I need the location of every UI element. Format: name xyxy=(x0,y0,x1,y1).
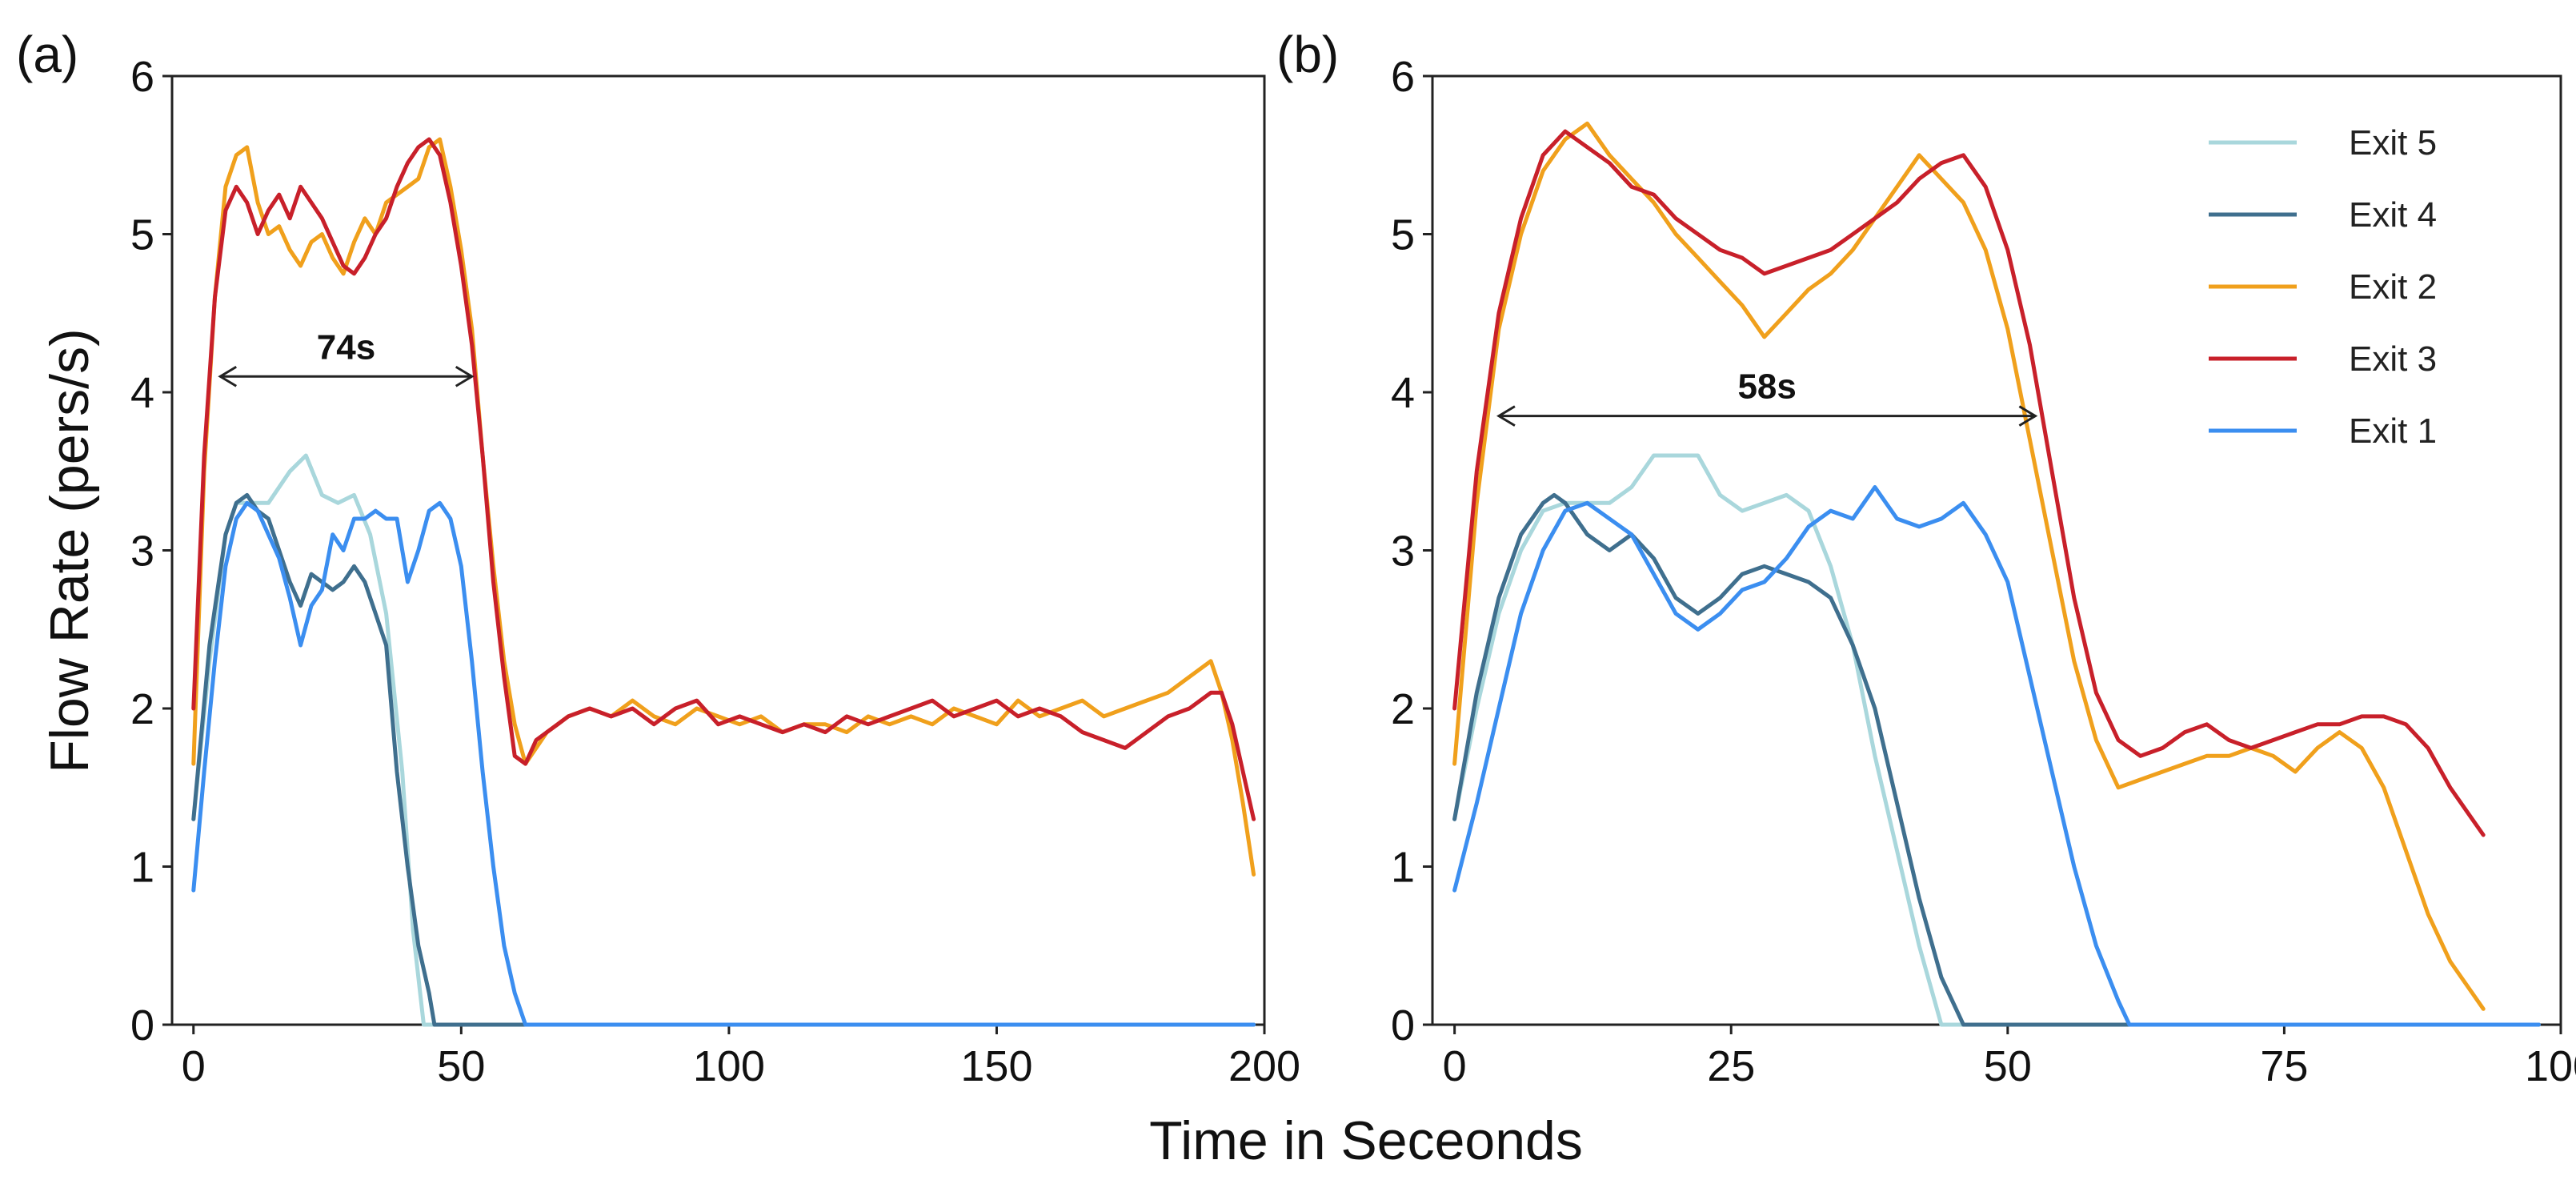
series-line-exit-5 xyxy=(1452,453,2541,1027)
panel-a-annotation: 74s xyxy=(218,327,475,387)
x-tick-label: 25 xyxy=(1707,1042,1755,1090)
legend-label-exit-2: Exit 2 xyxy=(2349,267,2437,307)
y-tick-label: 4 xyxy=(130,369,154,417)
series-line-exit-4 xyxy=(191,492,1256,1027)
panel-a: (a) 0 1 2 3 4 5 6 0 50 100 150 200 74s xyxy=(16,26,1300,1090)
y-tick-label: 2 xyxy=(130,685,154,733)
panel-b-annotation: 58s xyxy=(1496,367,2038,427)
y-tick-label: 6 xyxy=(1391,53,1415,101)
series-line-exit-4 xyxy=(1452,492,2541,1027)
y-tick-label: 3 xyxy=(130,528,154,576)
y-tick-label: 0 xyxy=(1391,1001,1415,1050)
x-tick-label: 150 xyxy=(960,1042,1032,1090)
panel-a-series xyxy=(191,137,1256,1027)
y-tick-label: 4 xyxy=(1391,369,1415,417)
y-tick-label: 2 xyxy=(1391,685,1415,733)
panel-b-arrowhead-left xyxy=(1496,405,1516,427)
panel-b-y-ticks: 0 1 2 3 4 5 6 xyxy=(1391,53,1432,1050)
x-tick-label: 0 xyxy=(182,1042,206,1090)
x-tick-label: 75 xyxy=(2260,1042,2308,1090)
panel-b-duration-label: 58s xyxy=(1737,367,1796,407)
panel-a-plot-frame xyxy=(170,74,1266,1026)
x-tick-label: 50 xyxy=(437,1042,485,1090)
legend-label-exit-5: Exit 5 xyxy=(2349,123,2437,163)
x-tick-label: 50 xyxy=(1984,1042,2032,1090)
x-tick-label: 0 xyxy=(1443,1042,1467,1090)
panel-a-label: (a) xyxy=(16,26,78,83)
series-line-exit-3 xyxy=(1452,129,2486,837)
y-tick-label: 6 xyxy=(130,53,154,101)
legend-label-exit-4: Exit 4 xyxy=(2349,195,2437,235)
panel-a-arrowhead-right xyxy=(455,365,475,387)
series-line-exit-1 xyxy=(1452,485,2541,1027)
series-line-exit-2 xyxy=(1452,121,2486,1011)
x-tick-label: 100 xyxy=(693,1042,765,1090)
panel-b-series xyxy=(1452,121,2541,1027)
panel-a-y-ticks: 0 1 2 3 4 5 6 xyxy=(130,53,172,1050)
x-tick-label: 200 xyxy=(1228,1042,1300,1090)
series-line-exit-2 xyxy=(191,137,1256,877)
x-tick-label: 100 xyxy=(2525,1042,2576,1090)
panel-b-arrowhead-right xyxy=(2018,405,2038,427)
legend-label-exit-1: Exit 1 xyxy=(2349,411,2437,451)
y-tick-label: 0 xyxy=(130,1001,154,1050)
series-line-exit-1 xyxy=(191,500,1256,1027)
y-axis-title: Flow Rate (pers/s) xyxy=(39,328,100,773)
y-tick-label: 3 xyxy=(1391,528,1415,576)
legend-label-exit-3: Exit 3 xyxy=(2349,339,2437,379)
panel-b-label: (b) xyxy=(1276,26,1339,83)
y-tick-label: 1 xyxy=(1391,844,1415,892)
series-line-exit-5 xyxy=(191,453,1256,1027)
panel-a-arrowhead-left xyxy=(218,365,237,387)
legend: Exit 5 Exit 4 Exit 2 Exit 3 Exit 1 xyxy=(2209,123,2437,451)
panel-a-x-ticks: 0 50 100 150 200 xyxy=(182,1025,1300,1090)
y-tick-label: 5 xyxy=(130,211,154,259)
panel-a-duration-label: 74s xyxy=(317,327,375,367)
x-axis-title: Time in Seceonds xyxy=(1149,1110,1583,1171)
y-tick-label: 1 xyxy=(130,844,154,892)
y-tick-label: 5 xyxy=(1391,211,1415,259)
series-line-exit-3 xyxy=(191,137,1256,821)
panel-b-x-ticks: 0 25 50 75 100 xyxy=(1443,1025,2576,1090)
